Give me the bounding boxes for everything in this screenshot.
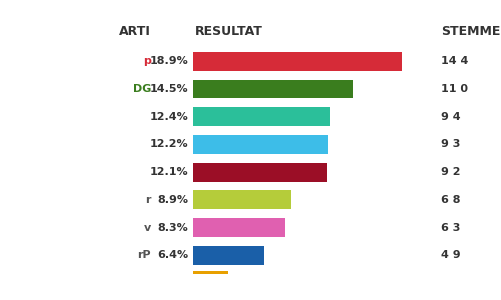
Text: 8.9%: 8.9% [157,195,188,205]
Text: 12.2%: 12.2% [150,140,188,149]
Text: RESULTAT: RESULTAT [195,25,263,38]
Text: DG: DG [133,84,151,94]
Bar [193,218,285,237]
Text: STEMME: STEMME [441,25,501,38]
Bar [193,271,228,274]
Text: ARTI: ARTI [119,25,151,38]
Text: 6 8: 6 8 [441,195,461,205]
Bar [193,246,264,265]
Text: p: p [143,56,151,66]
Text: 11 0: 11 0 [441,84,468,94]
Text: rP: rP [137,250,151,260]
Bar [193,52,402,70]
Text: v: v [144,223,151,233]
Text: 14 4: 14 4 [441,56,469,66]
Text: 8.3%: 8.3% [158,223,188,233]
Bar [193,163,327,182]
Text: 9 2: 9 2 [441,167,461,177]
Text: 18.9%: 18.9% [150,56,188,66]
Bar [193,80,353,98]
Text: 6 3: 6 3 [441,223,461,233]
Text: 4 9: 4 9 [441,250,461,260]
Bar [193,190,291,209]
Text: 6.4%: 6.4% [157,250,188,260]
Text: 12.4%: 12.4% [150,112,188,122]
Text: 14.5%: 14.5% [150,84,188,94]
Text: 9 4: 9 4 [441,112,461,122]
Bar [193,135,328,154]
Text: r: r [145,195,151,205]
Text: 12.1%: 12.1% [150,167,188,177]
Bar [193,107,330,126]
Text: 9 3: 9 3 [441,140,461,149]
